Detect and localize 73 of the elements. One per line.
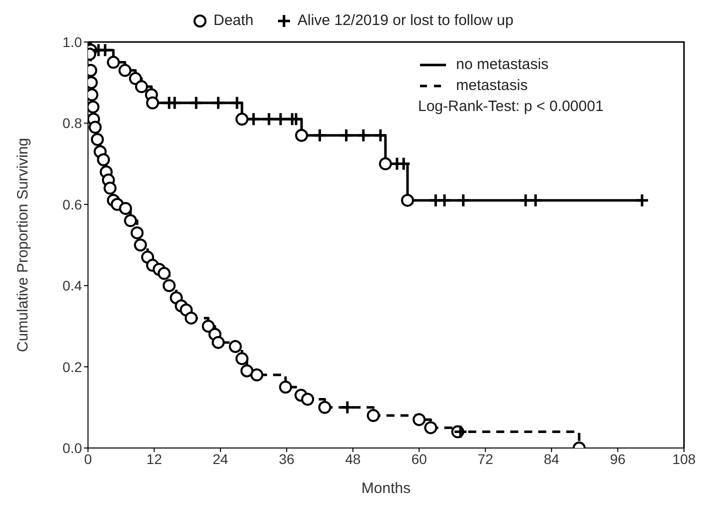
point [106,56,120,69]
point [90,132,104,146]
point [246,112,261,126]
x-tick-label: 108 [672,450,696,467]
point [124,214,137,228]
point [339,128,354,143]
point [134,238,147,252]
point [228,340,242,353]
point [312,128,328,143]
point [456,193,471,208]
point [250,368,264,382]
point [98,42,112,58]
point [437,193,452,208]
legend-label: Alive 12/2019 or lost to follow up [298,12,514,29]
x-tick-label: 96 [610,450,626,467]
point [453,424,468,440]
point [288,112,304,126]
x-tick-label: 36 [278,450,295,467]
point [235,112,248,126]
point [634,193,650,208]
point [424,421,438,434]
point [279,380,292,394]
point [528,193,543,208]
point [373,128,388,143]
y-tick-label: 0.2 [62,358,82,375]
point [128,72,142,86]
point [235,352,248,366]
point [135,80,148,94]
legend-label: no metastasis [456,56,549,73]
y-axis-title: Cumulative Proportion Surviving [14,138,32,352]
y-tick-label: 1.0 [62,34,82,50]
point [366,409,380,422]
point [130,226,144,240]
x-tick-label: 84 [544,450,560,467]
x-tick-label: 24 [212,450,228,467]
x-tick-label: 0 [84,450,92,467]
point [202,320,215,333]
x-tick-label: 60 [411,450,428,467]
point [212,336,225,349]
point [146,96,160,110]
point [88,120,102,134]
point [273,112,288,126]
point [230,96,244,110]
point [119,202,132,215]
annotation: Log-Rank-Test: p < 0.00001 [418,97,604,117]
y-tick-label: 0.4 [62,278,82,294]
point [356,128,371,143]
x-tick-label: 12 [146,450,162,467]
point [184,312,198,325]
point [412,413,426,426]
x-tick-label: 72 [478,450,494,467]
legend-label: metastasis [456,77,528,94]
y-tick-label: 0.0 [62,440,82,456]
point [401,194,414,207]
point [295,128,308,142]
x-axis-title: Months [361,480,411,497]
point [118,64,132,77]
point [301,392,314,406]
point [104,182,117,195]
point [318,400,332,414]
point [188,96,204,110]
point [262,112,276,126]
point [210,96,226,110]
point [240,364,254,378]
y-tick-label: 0.6 [62,196,82,212]
legend-label: Death [214,12,254,29]
point [158,266,171,280]
point [96,153,110,166]
point [340,400,355,415]
y-tick-label: 0.8 [62,115,82,132]
x-tick-label: 48 [345,450,361,467]
point [378,157,392,170]
point [162,279,176,292]
